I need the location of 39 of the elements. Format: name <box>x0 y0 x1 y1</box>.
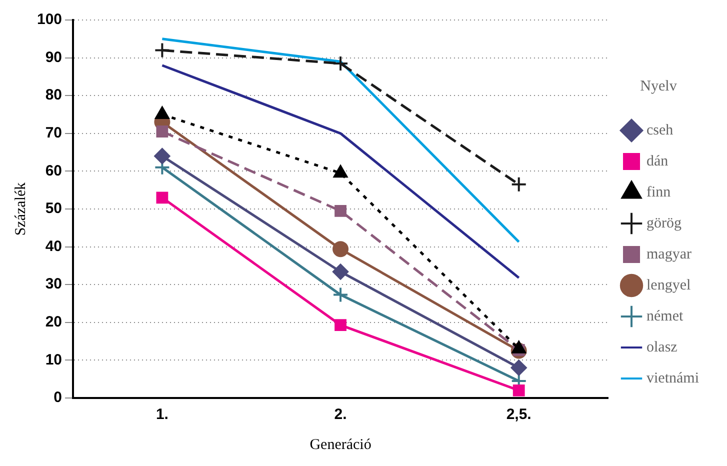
point <box>332 241 349 258</box>
x-tick-label: 2. <box>334 406 347 424</box>
legend-label: német <box>646 308 684 324</box>
point <box>332 55 349 72</box>
legend-label: magyar <box>646 246 692 262</box>
legend-label: olasz <box>646 339 678 356</box>
point <box>332 264 349 280</box>
legend-label: dán <box>646 153 669 170</box>
y-tick-label: 10 <box>45 351 62 368</box>
legend-title: Nyelv <box>640 78 678 94</box>
x-axis-title: Generáció <box>310 436 372 453</box>
legend-label: cseh <box>646 122 674 138</box>
y-tick-label: 80 <box>45 86 62 104</box>
y-tick-label: 40 <box>45 238 62 255</box>
point <box>154 42 170 58</box>
y-tick-label: 70 <box>45 124 62 142</box>
point <box>512 384 525 396</box>
x-tick-label: 2,5. <box>506 406 532 424</box>
point <box>510 176 527 192</box>
point <box>334 204 346 217</box>
y-tick-label: 30 <box>45 276 62 293</box>
y-tick-label: 90 <box>45 48 62 66</box>
x-tick-label: 1. <box>156 406 168 424</box>
legend-label: görög <box>646 215 682 232</box>
point <box>156 126 168 138</box>
point <box>510 360 527 376</box>
legend-label: finn <box>646 184 672 200</box>
point <box>332 286 349 303</box>
y-tick-label: 0 <box>54 389 62 406</box>
y-tick-label: 20 <box>45 314 62 331</box>
y-tick-label: 60 <box>45 162 62 180</box>
y-axis-title: Százalék <box>12 182 29 236</box>
point <box>334 319 346 331</box>
y-tick-label: 100 <box>36 11 62 28</box>
point <box>156 192 168 204</box>
y-tick-label: 50 <box>45 200 62 218</box>
legend-label: vietnámi <box>646 370 700 386</box>
point <box>154 148 170 164</box>
legend-label: lengyel <box>646 277 691 294</box>
